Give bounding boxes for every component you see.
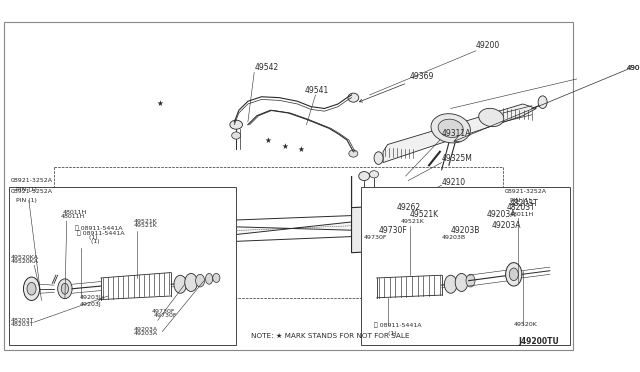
Ellipse shape bbox=[108, 227, 127, 243]
Ellipse shape bbox=[374, 152, 383, 164]
Ellipse shape bbox=[349, 150, 358, 157]
Ellipse shape bbox=[101, 222, 133, 247]
Text: 49542: 49542 bbox=[254, 63, 278, 73]
Text: 49730F: 49730F bbox=[153, 313, 177, 318]
Text: 49521K: 49521K bbox=[133, 219, 157, 224]
Text: (1): (1) bbox=[380, 331, 397, 336]
Text: 08921-3252A: 08921-3252A bbox=[11, 178, 53, 183]
Ellipse shape bbox=[24, 277, 40, 301]
Ellipse shape bbox=[232, 132, 241, 139]
Text: 49210: 49210 bbox=[442, 178, 466, 187]
Text: 48011H: 48011H bbox=[510, 212, 534, 217]
Ellipse shape bbox=[506, 263, 522, 286]
Ellipse shape bbox=[476, 207, 487, 221]
Text: PIN (1): PIN (1) bbox=[16, 198, 37, 203]
Text: ★: ★ bbox=[298, 145, 305, 154]
Text: 49200: 49200 bbox=[476, 41, 500, 50]
Polygon shape bbox=[383, 104, 536, 163]
Ellipse shape bbox=[490, 204, 499, 217]
Ellipse shape bbox=[538, 96, 547, 109]
Ellipse shape bbox=[61, 233, 74, 251]
Polygon shape bbox=[97, 220, 140, 249]
Text: 49521K: 49521K bbox=[410, 210, 439, 219]
Ellipse shape bbox=[230, 120, 243, 129]
Text: ⓝ 08911-5441A: ⓝ 08911-5441A bbox=[75, 225, 122, 231]
Bar bbox=[9, 187, 236, 344]
Text: ★: ★ bbox=[264, 137, 271, 145]
Ellipse shape bbox=[438, 119, 463, 138]
Ellipse shape bbox=[174, 275, 187, 293]
Text: ★: ★ bbox=[156, 99, 163, 108]
Ellipse shape bbox=[406, 220, 415, 227]
Text: 48203T: 48203T bbox=[11, 318, 35, 323]
Text: 49203J: 49203J bbox=[79, 302, 101, 308]
Text: 49203A: 49203A bbox=[133, 331, 157, 336]
Ellipse shape bbox=[444, 275, 457, 293]
Text: 49520KA: 49520KA bbox=[11, 255, 39, 260]
Text: 08921-3252A: 08921-3252A bbox=[11, 189, 53, 194]
Text: NOTE: ★ MARK STANDS FOR NOT FOR SALE: NOTE: ★ MARK STANDS FOR NOT FOR SALE bbox=[251, 333, 409, 339]
Text: 48203T: 48203T bbox=[507, 203, 535, 212]
Ellipse shape bbox=[205, 273, 212, 284]
Ellipse shape bbox=[455, 273, 468, 291]
Polygon shape bbox=[351, 176, 417, 253]
Ellipse shape bbox=[27, 282, 36, 295]
Text: 49520KA: 49520KA bbox=[11, 259, 39, 264]
Text: 49203B: 49203B bbox=[442, 235, 466, 240]
Text: 49203J: 49203J bbox=[79, 295, 101, 300]
Text: 49541: 49541 bbox=[305, 86, 329, 95]
Text: 49520K: 49520K bbox=[514, 322, 538, 327]
Text: ★: ★ bbox=[282, 142, 288, 151]
Ellipse shape bbox=[479, 108, 504, 126]
Ellipse shape bbox=[64, 237, 71, 247]
Ellipse shape bbox=[212, 273, 220, 282]
Text: 49203A: 49203A bbox=[487, 210, 516, 219]
Ellipse shape bbox=[61, 283, 68, 294]
Text: 49311A: 49311A bbox=[442, 129, 471, 138]
Text: 49730F: 49730F bbox=[152, 309, 175, 314]
Ellipse shape bbox=[58, 279, 72, 299]
Text: 49001: 49001 bbox=[627, 65, 640, 71]
Ellipse shape bbox=[369, 171, 379, 178]
Ellipse shape bbox=[185, 273, 197, 291]
Text: 48011H: 48011H bbox=[60, 214, 84, 219]
Text: 08921-3252A: 08921-3252A bbox=[505, 189, 547, 194]
Ellipse shape bbox=[509, 268, 518, 280]
Text: 49521K: 49521K bbox=[133, 223, 157, 228]
Text: ⓝ 08911-5441A: ⓝ 08911-5441A bbox=[77, 230, 124, 236]
Text: 49001: 49001 bbox=[627, 65, 640, 71]
Ellipse shape bbox=[466, 274, 475, 287]
Ellipse shape bbox=[348, 93, 359, 102]
Text: 49262: 49262 bbox=[397, 203, 420, 212]
Text: 49203A: 49203A bbox=[492, 221, 521, 230]
Text: PIN (1): PIN (1) bbox=[510, 198, 531, 203]
Text: 49730F: 49730F bbox=[379, 226, 407, 235]
Text: 49203A: 49203A bbox=[133, 327, 157, 332]
Text: 48203T: 48203T bbox=[509, 199, 538, 208]
Bar bbox=[360, 187, 570, 344]
Ellipse shape bbox=[371, 215, 396, 237]
Text: J49200TU: J49200TU bbox=[518, 337, 559, 346]
Text: 48203T: 48203T bbox=[11, 322, 35, 327]
Ellipse shape bbox=[484, 206, 493, 218]
Text: 48011H: 48011H bbox=[63, 210, 87, 215]
Text: 49325M: 49325M bbox=[442, 154, 472, 163]
Text: PIN (1): PIN (1) bbox=[16, 187, 37, 192]
Text: 49521K: 49521K bbox=[401, 219, 425, 224]
Ellipse shape bbox=[431, 114, 470, 143]
Text: 49203B: 49203B bbox=[451, 226, 480, 235]
Text: ⓝ 08911-5441A: ⓝ 08911-5441A bbox=[374, 322, 422, 328]
Ellipse shape bbox=[359, 171, 369, 180]
Polygon shape bbox=[135, 212, 442, 246]
Ellipse shape bbox=[403, 232, 413, 241]
Ellipse shape bbox=[364, 209, 403, 242]
Text: (1): (1) bbox=[81, 235, 98, 240]
Ellipse shape bbox=[196, 274, 205, 287]
Text: 49369: 49369 bbox=[359, 73, 435, 102]
Text: (1): (1) bbox=[83, 240, 100, 244]
Text: 49730F: 49730F bbox=[364, 235, 387, 240]
